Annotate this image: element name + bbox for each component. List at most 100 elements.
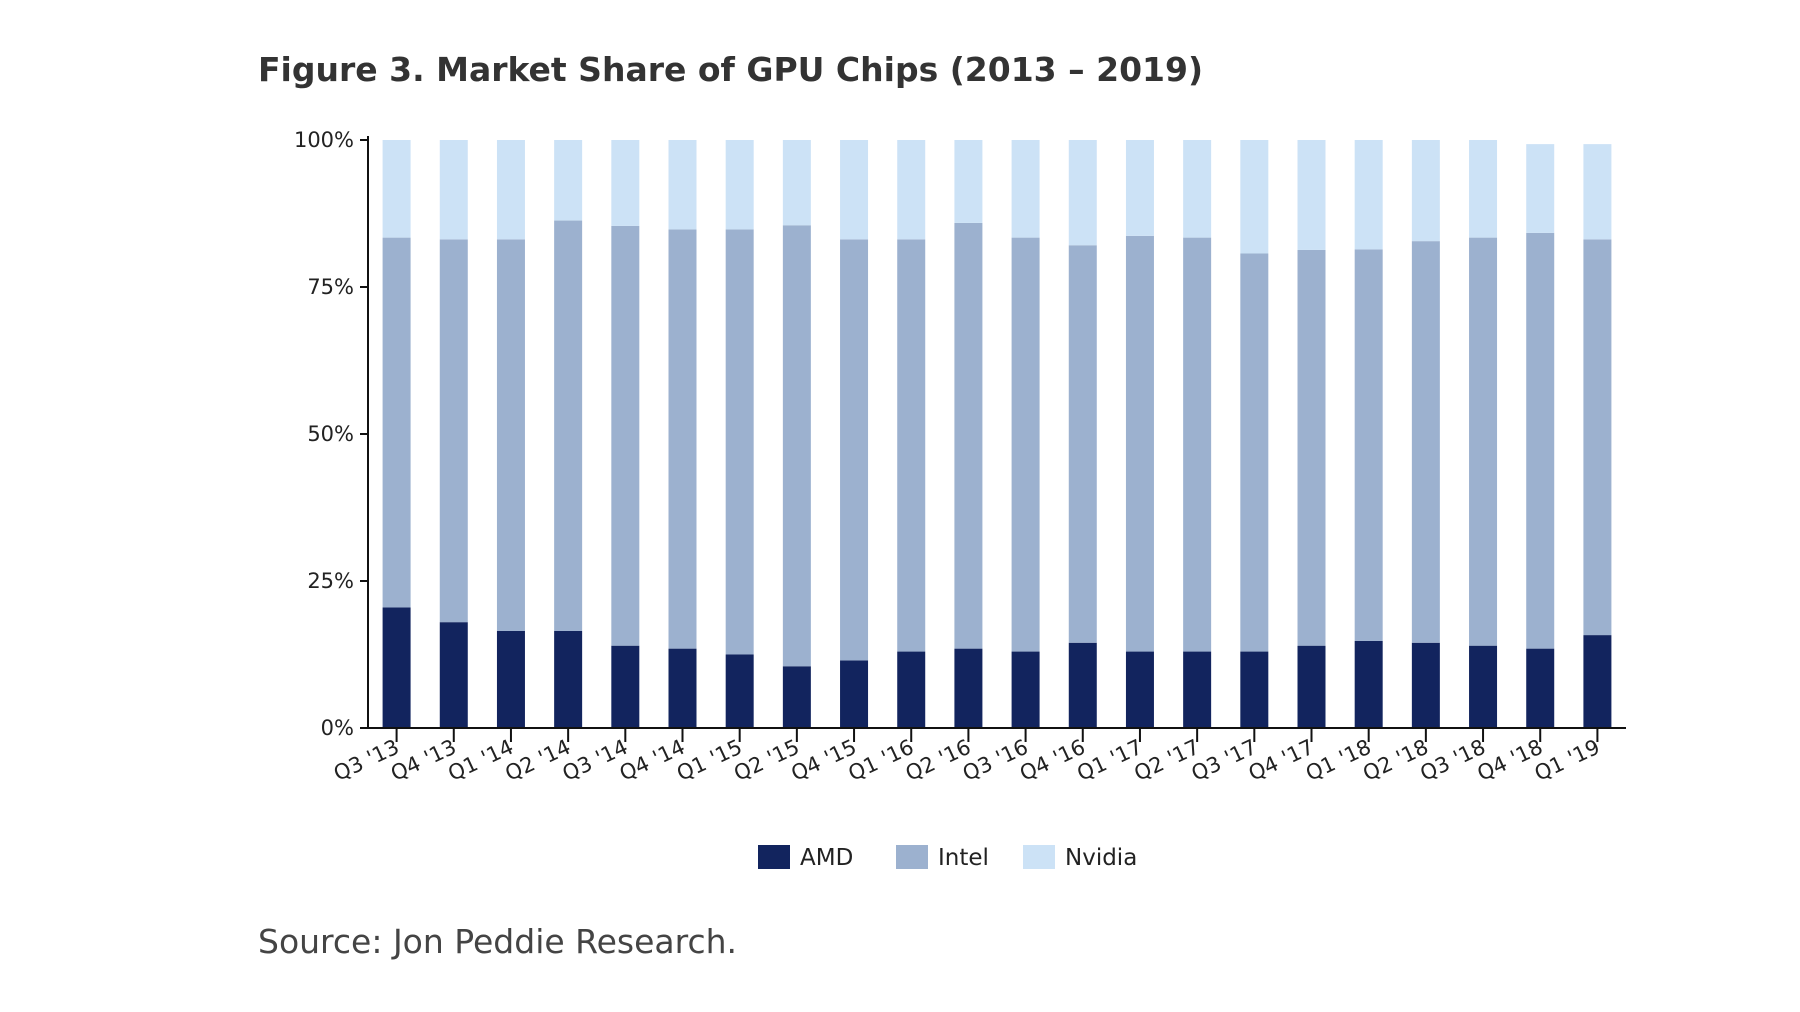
y-tick-label: 0% — [321, 716, 354, 740]
bar-intel — [1583, 239, 1612, 636]
bar-nvidia — [439, 140, 468, 240]
bar-amd — [668, 648, 697, 728]
x-tick-label: Q3 '14 — [559, 735, 632, 786]
bar-nvidia — [1240, 140, 1269, 254]
x-tick-label: Q1 '14 — [444, 735, 517, 786]
bar-nvidia — [782, 140, 811, 226]
x-tick-label: Q3 '17 — [1188, 735, 1261, 786]
bar-stack — [1469, 140, 1498, 728]
bar-nvidia — [1526, 144, 1555, 233]
bar-amd — [1526, 648, 1555, 728]
bar-intel — [554, 220, 583, 631]
x-tick-label: Q4 '14 — [616, 735, 689, 786]
bar-stack — [725, 140, 754, 728]
bar-intel — [496, 239, 525, 631]
y-tick-label: 50% — [307, 422, 354, 446]
bar-amd — [954, 648, 983, 728]
bar-intel — [1125, 235, 1154, 652]
x-tick-label: Q2 '16 — [902, 735, 975, 786]
bar-stack — [1583, 144, 1612, 728]
bar-intel — [954, 222, 983, 649]
bar-stack — [554, 140, 583, 728]
bar-intel — [1469, 237, 1498, 646]
y-tick-label: 75% — [307, 275, 354, 299]
bar-nvidia — [611, 140, 640, 226]
x-tick-label: Q3 '16 — [959, 735, 1032, 786]
bar-stack — [1125, 140, 1154, 728]
bar-nvidia — [840, 140, 869, 240]
bar-nvidia — [1183, 140, 1212, 238]
bar-amd — [496, 630, 525, 728]
bar-stack — [1240, 140, 1269, 728]
bar-series — [382, 140, 1612, 728]
bar-stack — [496, 140, 525, 728]
bar-stack — [382, 140, 411, 728]
bar-stack — [611, 140, 640, 728]
x-tick-label: Q1 '19 — [1531, 735, 1604, 786]
bar-amd — [897, 651, 926, 728]
bar-nvidia — [668, 140, 697, 230]
bar-intel — [840, 239, 869, 661]
bar-amd — [1297, 645, 1326, 728]
legend-swatch-intel — [896, 845, 928, 869]
bar-intel — [1011, 237, 1040, 652]
bar-amd — [840, 660, 869, 728]
bar-stack — [897, 140, 926, 728]
bar-intel — [611, 225, 640, 646]
bar-intel — [1526, 232, 1555, 649]
bar-amd — [1354, 640, 1383, 728]
bar-intel — [382, 237, 411, 608]
bar-stack — [1297, 140, 1326, 728]
bar-stack — [439, 140, 468, 728]
bar-nvidia — [1469, 140, 1498, 238]
legend-label-intel: Intel — [938, 845, 989, 871]
bar-nvidia — [1068, 140, 1097, 246]
bar-amd — [1583, 635, 1612, 728]
x-tick-label: Q1 '15 — [673, 735, 746, 786]
x-tick-label: Q4 '18 — [1474, 735, 1547, 786]
bar-intel — [1297, 249, 1326, 646]
x-tick-label: Q1 '17 — [1073, 735, 1146, 786]
y-tick-label: 100% — [294, 128, 354, 152]
bar-nvidia — [725, 140, 754, 230]
bar-nvidia — [1011, 140, 1040, 238]
x-tick-label: Q2 '17 — [1131, 735, 1204, 786]
bar-nvidia — [554, 140, 583, 221]
bar-amd — [1469, 645, 1498, 728]
bar-nvidia — [1583, 144, 1612, 240]
bar-amd — [439, 622, 468, 728]
bar-intel — [668, 229, 697, 649]
bar-nvidia — [954, 140, 983, 223]
bar-intel — [1240, 253, 1269, 652]
bar-amd — [1183, 651, 1212, 728]
bar-amd — [782, 666, 811, 728]
bar-intel — [1411, 241, 1440, 643]
legend-label-amd: AMD — [800, 845, 853, 871]
bar-intel — [439, 239, 468, 623]
bar-stack — [782, 140, 811, 728]
bar-amd — [554, 630, 583, 728]
bar-nvidia — [382, 140, 411, 238]
x-tick-label: Q1 '16 — [845, 735, 918, 786]
x-tick-label: Q2 '15 — [730, 735, 803, 786]
legend: AMD Intel Nvidia — [758, 845, 1137, 871]
bar-stack — [1183, 140, 1212, 728]
bar-nvidia — [496, 140, 525, 240]
y-tick-label: 25% — [307, 569, 354, 593]
legend-swatch-nvidia — [1023, 845, 1055, 869]
bar-stack — [1068, 140, 1097, 728]
bar-amd — [382, 607, 411, 728]
bar-intel — [1183, 237, 1212, 652]
bar-intel — [725, 229, 754, 655]
bar-nvidia — [1125, 140, 1154, 236]
bar-amd — [1411, 642, 1440, 728]
bar-nvidia — [1297, 140, 1326, 250]
bar-amd — [1068, 642, 1097, 728]
bar-stack — [1411, 140, 1440, 728]
bar-stack — [954, 140, 983, 728]
x-tick-label: Q4 '16 — [1016, 735, 1089, 786]
x-tick-label: Q3 '18 — [1416, 735, 1489, 786]
bar-amd — [725, 654, 754, 728]
